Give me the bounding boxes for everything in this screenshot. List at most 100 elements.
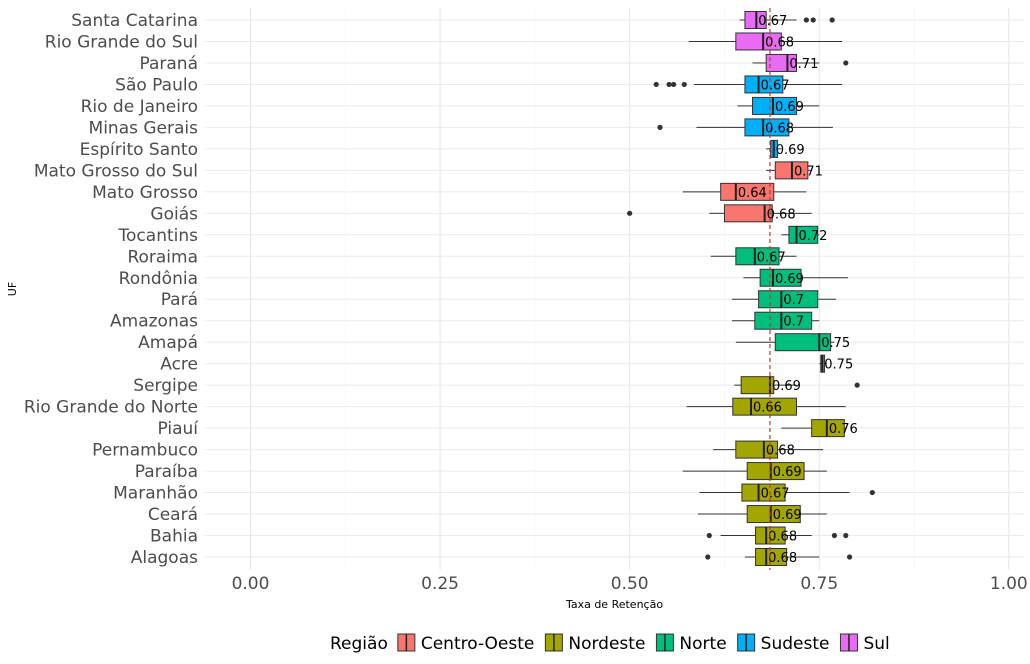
legend-label: Nordeste xyxy=(568,634,645,654)
box-mato-grosso-do-sul: 0.71 xyxy=(766,161,823,180)
legend-label: Norte xyxy=(679,634,726,654)
y-tick-label: Pernambuco xyxy=(92,441,198,461)
median-label: 0.76 xyxy=(829,422,858,437)
y-tick-label: Rio Grande do Norte xyxy=(24,398,198,418)
legend-title: Região xyxy=(330,634,388,654)
median-label: 0.75 xyxy=(824,358,853,373)
median-label: 0.66 xyxy=(753,401,782,416)
box-body xyxy=(746,505,801,524)
box-body xyxy=(741,483,786,502)
box-body xyxy=(720,182,775,201)
box-body xyxy=(755,548,788,566)
grid xyxy=(205,8,1024,570)
y-tick-label: Maranhão xyxy=(113,484,198,504)
median-label: 0.72 xyxy=(799,229,828,244)
y-tick-label: Acre xyxy=(160,355,198,375)
legend-item: Sul xyxy=(839,633,890,654)
median-label: 0.69 xyxy=(775,100,804,115)
outlier-point xyxy=(803,17,809,23)
box-acre: 0.75 xyxy=(819,354,853,373)
median-label: 0.67 xyxy=(757,250,786,265)
box-rio-de-janeiro: 0.69 xyxy=(737,96,820,115)
y-tick-label: Paraíba xyxy=(135,462,198,482)
median-label: 0.71 xyxy=(789,57,818,72)
x-tick-label: 1.00 xyxy=(990,574,1028,594)
box-amazonas: 0.7 xyxy=(732,311,820,330)
median-label: 0.64 xyxy=(738,186,767,201)
y-tick-label: Rio Grande do Sul xyxy=(45,32,198,52)
outlier-point xyxy=(653,81,659,88)
box-ceará: 0.69 xyxy=(697,505,827,524)
y-tick-label: Sergipe xyxy=(133,376,198,396)
outlier-point xyxy=(829,17,835,23)
box-body xyxy=(735,247,780,266)
box-amapá: 0.75 xyxy=(735,333,850,352)
box-são-paulo: 0.67 xyxy=(653,75,842,94)
box-body xyxy=(744,75,784,94)
box-rio-grande-do-norte: 0.66 xyxy=(686,397,846,416)
median-label: 0.68 xyxy=(765,35,794,50)
outlier-point xyxy=(843,60,849,66)
y-tick-label: São Paulo xyxy=(115,75,198,95)
x-tick-label: 0.25 xyxy=(421,574,459,594)
x-tick-label: 0.50 xyxy=(611,574,649,594)
median-label: 0.69 xyxy=(775,272,804,287)
x-tick-labels: 0.00 0.25 0.50 0.75 1.00 xyxy=(232,574,1028,594)
median-label: 0.68 xyxy=(768,551,797,566)
box-minas-gerais: 0.68 xyxy=(657,118,833,137)
median-label: 0.67 xyxy=(758,14,787,29)
median-label: 0.67 xyxy=(761,487,790,502)
median-label: 0.67 xyxy=(761,78,790,93)
box-body xyxy=(758,290,819,309)
box-piauí: 0.76 xyxy=(781,419,858,438)
box-body xyxy=(752,96,797,115)
median-label: 0.71 xyxy=(794,164,823,179)
median-label: 0.69 xyxy=(776,143,805,158)
y-tick-label: Pará xyxy=(161,290,198,310)
box-espírito-santo: 0.69 xyxy=(766,139,805,158)
legend-item: Nordeste xyxy=(544,633,645,654)
legend-label: Sudeste xyxy=(761,634,830,654)
median-label: 0.69 xyxy=(773,465,802,480)
y-tick-label: Alagoas xyxy=(131,548,198,568)
y-tick-label: Tocantins xyxy=(118,226,199,246)
median-label: 0.75 xyxy=(821,336,850,351)
box-mato-grosso: 0.64 xyxy=(682,182,807,201)
x-tick-label: 0.75 xyxy=(800,574,838,594)
box-body xyxy=(732,397,797,416)
outlier-point xyxy=(843,532,849,539)
outlier-point xyxy=(846,554,853,560)
y-tick-label: Mato Grosso do Sul xyxy=(34,161,198,181)
outlier-point xyxy=(705,554,711,560)
y-tick-label: Mato Grosso xyxy=(92,183,198,203)
median-label: 0.69 xyxy=(772,379,801,394)
plot-panel xyxy=(205,8,1024,570)
y-tick-label: Bahia xyxy=(150,527,198,547)
outlier-point xyxy=(854,382,860,388)
outlier-point xyxy=(810,17,816,23)
box-roraima: 0.67 xyxy=(710,247,797,266)
legend-label: Sul xyxy=(863,634,889,654)
box-alagoas: 0.68 xyxy=(705,548,853,566)
outlier-point xyxy=(671,81,677,88)
y-axis-title: UF xyxy=(6,282,19,296)
box-tocantins: 0.72 xyxy=(781,225,828,244)
y-tick-label: Minas Gerais xyxy=(89,118,199,138)
median-label: 0.7 xyxy=(783,315,804,330)
median-label: 0.69 xyxy=(773,508,802,523)
legend: Região Centro-Oeste Nordeste Norte Sudeste S… xyxy=(330,633,890,654)
y-tick-label: Paraná xyxy=(139,54,198,74)
y-tick-label: Rio de Janeiro xyxy=(81,97,198,117)
legend-item: Centro-Oeste xyxy=(397,633,534,654)
box-goiás: 0.68 xyxy=(627,204,812,223)
y-tick-label: Piauí xyxy=(157,419,199,439)
outlier-point xyxy=(681,81,687,88)
box-paraná: 0.71 xyxy=(752,53,849,72)
x-tick-label: 0.00 xyxy=(232,574,270,594)
box-sergipe: 0.69 xyxy=(734,376,860,395)
y-tick-label: Goiás xyxy=(150,204,198,224)
y-tick-label: Roraima xyxy=(127,247,198,267)
y-tick-label: Amazonas xyxy=(110,312,198,332)
x-axis-title: Taxa de Retenção xyxy=(565,598,663,611)
median-label: 0.68 xyxy=(767,207,796,222)
